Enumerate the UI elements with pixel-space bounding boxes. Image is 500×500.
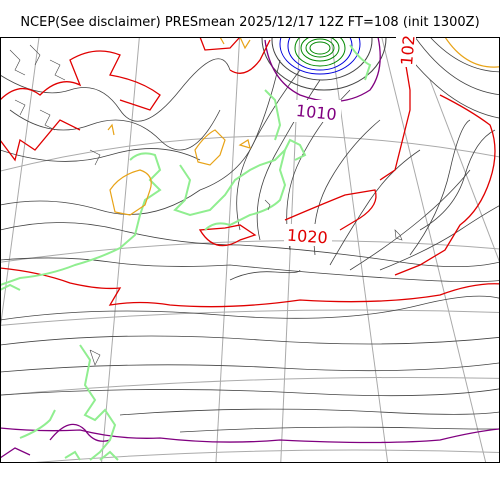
contour-label-1010: 1010 [295, 101, 337, 124]
map-title: NCEP(See disclaimer) PRESmean 2025/12/17… [20, 15, 480, 30]
contour-label-102: 102 [397, 34, 419, 66]
isobars [0, 58, 500, 433]
isobar-1010-south [0, 427, 500, 444]
isobar-1010 [264, 37, 381, 103]
coastline [0, 44, 372, 461]
contour-label-1020: 1020 [286, 226, 328, 248]
terrain-contours [9, 44, 403, 366]
graticule [0, 37, 500, 463]
lake-boundary [107, 37, 251, 216]
low-center [261, 37, 387, 91]
isobar-1020 [0, 37, 500, 308]
